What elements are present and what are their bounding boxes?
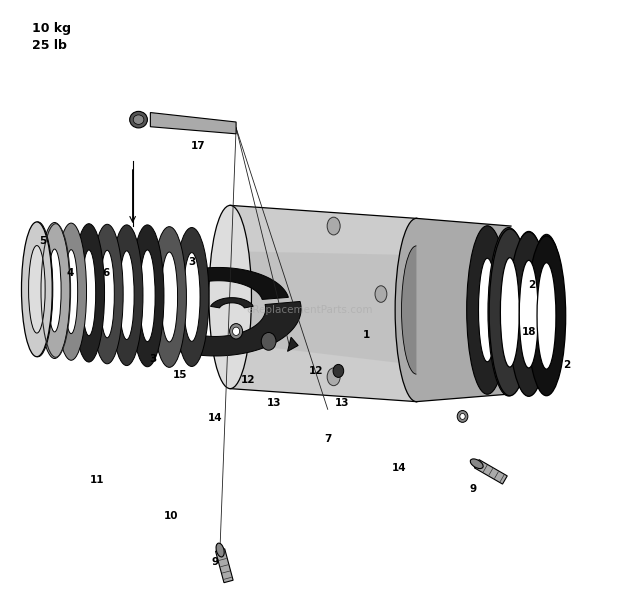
Text: 14: 14 [208,413,223,423]
Ellipse shape [152,227,187,367]
Polygon shape [288,337,298,352]
Ellipse shape [500,260,518,364]
Text: 1: 1 [363,330,370,340]
Text: 12: 12 [241,375,255,385]
Text: 13: 13 [267,399,281,409]
Text: 10: 10 [164,511,179,521]
Polygon shape [211,298,254,308]
Ellipse shape [327,217,340,235]
Ellipse shape [119,251,134,340]
Ellipse shape [520,264,537,363]
Ellipse shape [261,333,276,350]
Text: 10 kg
25 lb: 10 kg 25 lb [32,22,71,52]
Text: 2: 2 [528,280,535,290]
Ellipse shape [100,250,114,338]
Ellipse shape [184,252,200,342]
Ellipse shape [488,228,529,396]
Ellipse shape [327,368,340,386]
Text: 13: 13 [335,399,350,409]
Polygon shape [230,206,417,402]
Polygon shape [230,251,417,365]
Polygon shape [148,267,288,299]
Ellipse shape [140,250,155,342]
Polygon shape [216,549,233,583]
Ellipse shape [216,543,224,557]
Ellipse shape [161,252,177,342]
Ellipse shape [232,327,240,336]
Text: 3: 3 [149,354,157,364]
Text: 3: 3 [188,257,195,267]
Ellipse shape [510,232,548,396]
Ellipse shape [500,258,520,367]
Ellipse shape [489,229,531,396]
Ellipse shape [175,228,209,366]
Ellipse shape [395,219,438,402]
Text: 18: 18 [521,327,536,337]
Text: 6: 6 [102,268,110,279]
Ellipse shape [39,223,70,359]
Ellipse shape [460,413,465,419]
Ellipse shape [457,410,468,422]
Ellipse shape [24,222,53,357]
Ellipse shape [56,223,87,360]
Text: eReplacementParts.com: eReplacementParts.com [247,305,373,315]
Ellipse shape [333,364,343,377]
Ellipse shape [479,258,496,362]
Ellipse shape [64,249,78,334]
Ellipse shape [110,225,143,365]
Ellipse shape [131,225,164,366]
Ellipse shape [467,226,508,394]
Polygon shape [151,112,236,134]
Ellipse shape [375,286,387,302]
Ellipse shape [48,249,61,332]
Text: 7: 7 [324,434,332,444]
Ellipse shape [82,250,95,336]
Text: 17: 17 [190,141,205,151]
Ellipse shape [527,236,565,396]
Text: 11: 11 [90,475,104,485]
Ellipse shape [539,267,554,362]
Polygon shape [131,301,301,356]
Ellipse shape [471,459,483,469]
Ellipse shape [22,222,52,357]
Polygon shape [474,460,507,484]
Ellipse shape [91,225,123,364]
Text: 4: 4 [67,268,74,279]
Ellipse shape [508,232,549,396]
Text: 5: 5 [39,236,46,246]
Ellipse shape [529,234,564,395]
Ellipse shape [402,246,432,374]
Ellipse shape [537,263,556,369]
Text: 15: 15 [173,370,187,380]
Text: 2: 2 [564,360,571,370]
Ellipse shape [209,206,252,388]
Polygon shape [417,219,511,402]
Text: 14: 14 [391,463,406,473]
Ellipse shape [133,115,144,124]
Text: 12: 12 [309,366,323,376]
Ellipse shape [520,260,538,368]
Ellipse shape [130,111,148,128]
Ellipse shape [229,324,242,339]
Ellipse shape [29,245,45,333]
Text: 9: 9 [469,484,476,494]
Ellipse shape [32,248,44,330]
Text: 9: 9 [212,557,219,567]
Ellipse shape [73,224,105,362]
